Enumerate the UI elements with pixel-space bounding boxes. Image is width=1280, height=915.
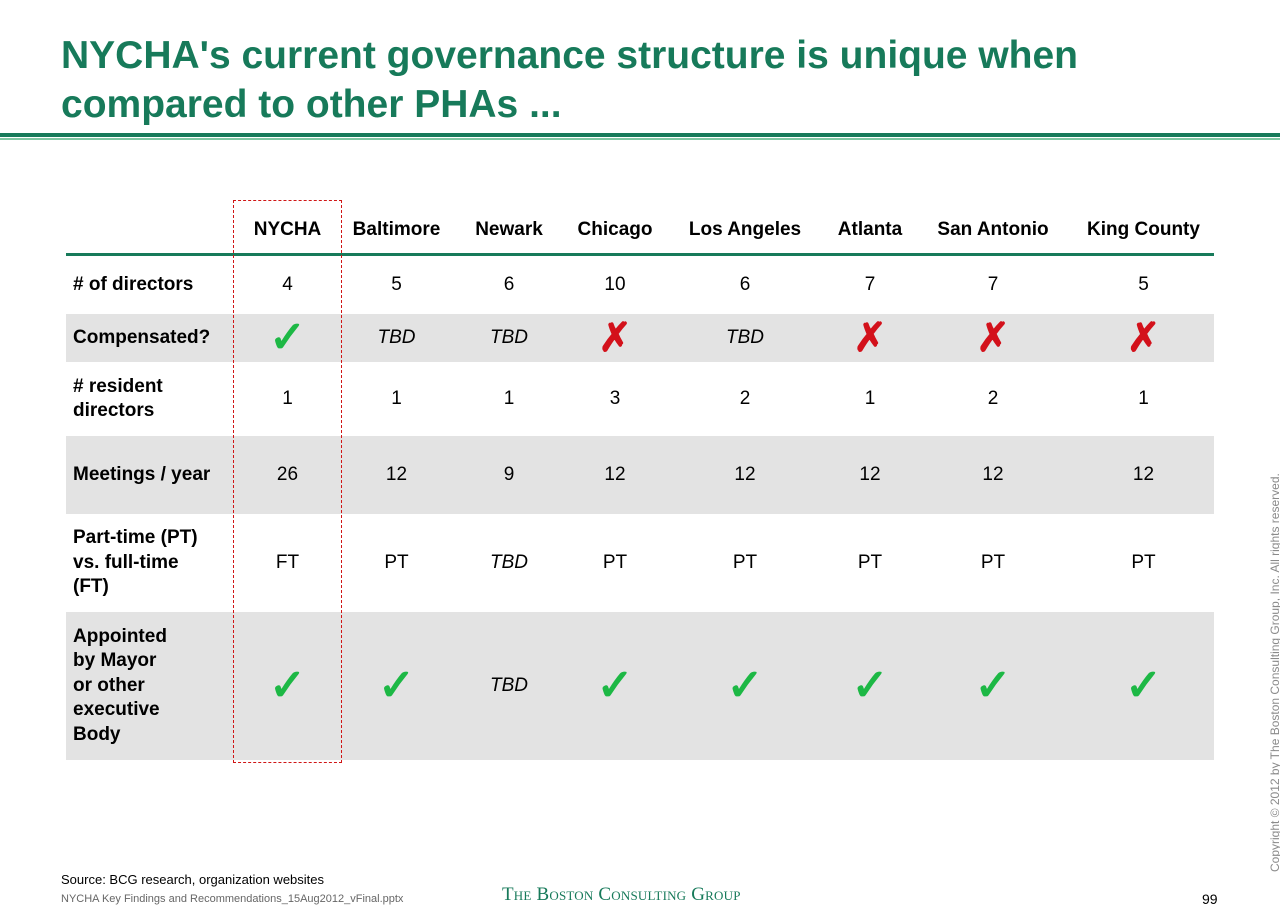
table-cell: 5 — [391, 274, 402, 295]
column-header: NYCHA — [253, 218, 322, 240]
column-header: Chicago — [577, 218, 653, 240]
table-cell: 12 — [859, 464, 881, 485]
table-cell: 1 — [503, 388, 515, 409]
table-cell: 12 — [604, 464, 626, 485]
table-cell: PT — [732, 552, 758, 573]
column-header: Los Angeles — [688, 218, 802, 240]
table-cell: 2 — [739, 388, 751, 409]
check-mark-icon: ✓ — [269, 661, 306, 710]
comparison-table: NYCHA Baltimore Newark Chicago Los Angeles At… — [66, 206, 1214, 760]
table-cell: 1 — [864, 388, 876, 409]
source-note: Source: BCG research, organization websi… — [61, 872, 325, 887]
table-cell: FT — [275, 552, 300, 573]
column-header: Baltimore — [352, 218, 441, 240]
table-row: Part-time (PT) vs. full-time (FT) FT PT TBD… — [66, 514, 1214, 612]
table-cell: PT — [384, 552, 409, 573]
table-row: Compensated? ✓ TBD TBD ✗ TBD ✗ ✗ ✗ — [66, 314, 1214, 362]
column-header: Atlanta — [837, 218, 903, 240]
page-title: NYCHA's current governance structure is … — [61, 34, 1078, 126]
table-row: # of directors 4 5 6 10 6 7 7 5 — [66, 256, 1214, 314]
check-mark-icon: ✓ — [378, 661, 415, 710]
column-header: San Antonio — [937, 218, 1049, 240]
table-cell: 3 — [609, 388, 621, 409]
cross-mark-icon: ✗ — [976, 316, 1010, 360]
check-mark-icon: ✓ — [1125, 661, 1162, 710]
table-cell: PT — [1131, 552, 1156, 573]
title-rule-accent — [0, 138, 1280, 140]
row-label: Appointed by Mayor or other executive Bo… — [73, 625, 167, 745]
check-mark-icon: ✓ — [974, 661, 1012, 710]
table-cell: 12 — [982, 464, 1004, 485]
row-label: Compensated? — [73, 326, 211, 348]
title-rule — [0, 133, 1280, 137]
table-cell: 12 — [734, 464, 756, 485]
table-cell: 12 — [1132, 464, 1155, 485]
table-cell: 7 — [987, 274, 999, 295]
check-mark-icon: ✓ — [851, 661, 889, 710]
table-cell: 9 — [503, 464, 515, 485]
check-mark-icon: ✓ — [726, 661, 764, 710]
check-mark-icon: ✓ — [269, 313, 306, 362]
file-name: NYCHA Key Findings and Recommendations_1… — [61, 893, 404, 905]
table-cell: 7 — [864, 274, 876, 295]
table-cell: 2 — [987, 388, 999, 409]
table-cell: PT — [980, 552, 1006, 573]
column-header: Newark — [475, 218, 543, 240]
table-cell: 10 — [604, 274, 626, 295]
table-cell: TBD — [726, 327, 764, 348]
table-row: # resident directors 1 1 1 3 2 1 2 1 — [66, 362, 1214, 436]
table-cell: 1 — [391, 388, 402, 409]
table-cell: 1 — [1138, 388, 1149, 409]
copyright-notice: Copyright © 2012 by The Boston Consultin… — [1268, 473, 1280, 872]
cross-mark-icon: ✗ — [1126, 316, 1161, 360]
table-cell: TBD — [377, 327, 416, 348]
table-cell: 1 — [282, 388, 293, 409]
table-cell: 6 — [503, 274, 515, 295]
row-label: Meetings / year — [73, 463, 211, 485]
page-number: 99 — [1202, 891, 1218, 907]
table-cell: PT — [857, 552, 883, 573]
table-cell: 26 — [276, 464, 299, 485]
table-cell: 12 — [385, 464, 408, 485]
table-cell: 5 — [1138, 274, 1149, 295]
row-label: # of directors — [73, 273, 194, 295]
table-header-row: NYCHA Baltimore Newark Chicago Los Angeles At… — [66, 206, 1214, 256]
table-cell: TBD — [490, 675, 528, 696]
row-label: Part-time (PT) vs. full-time (FT) — [73, 527, 198, 598]
cross-mark-icon: ✗ — [853, 316, 887, 360]
table-cell: TBD — [490, 552, 528, 573]
bcg-logo: The Boston Consulting Group — [502, 884, 741, 905]
table-cell: PT — [602, 552, 628, 573]
table-row: Meetings / year 26 12 9 12 12 12 12 12 — [66, 436, 1214, 514]
table-row: Appointed by Mayor or other executive Bo… — [66, 612, 1214, 760]
cross-mark-icon: ✗ — [598, 316, 632, 360]
column-header: King County — [1087, 218, 1200, 240]
check-mark-icon: ✓ — [596, 661, 634, 710]
table-cell: TBD — [490, 327, 528, 348]
table-cell: 4 — [282, 274, 293, 295]
row-label: # resident directors — [73, 375, 163, 422]
table-cell: 6 — [739, 274, 751, 295]
